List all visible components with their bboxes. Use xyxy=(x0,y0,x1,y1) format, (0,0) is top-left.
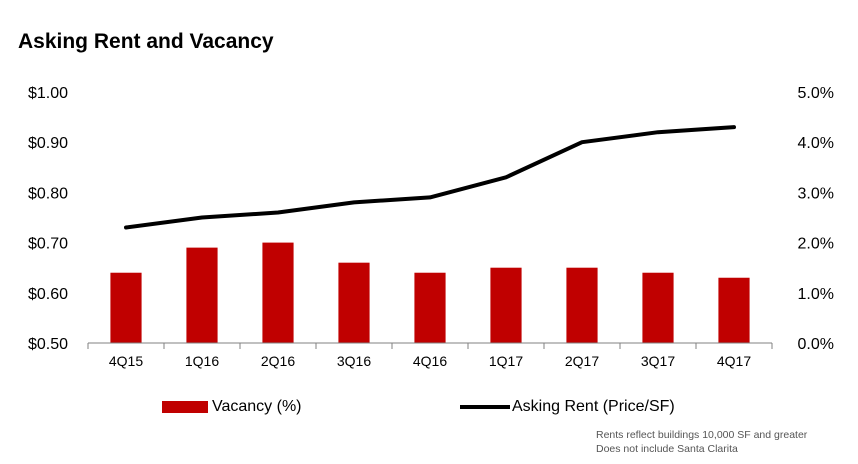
left-tick-label: $0.60 xyxy=(28,286,68,303)
right-tick-label: 3.0% xyxy=(798,185,834,202)
right-axis-ticks: 0.0% 1.0% 2.0% 3.0% 4.0% 5.0% xyxy=(798,85,834,353)
x-tick-label: 3Q16 xyxy=(337,353,371,369)
legend-rent-swatch xyxy=(460,405,510,409)
left-tick-label: $1.00 xyxy=(28,85,68,102)
legend-rent-label: Asking Rent (Price/SF) xyxy=(512,398,675,415)
vacancy-bar xyxy=(186,247,218,343)
left-tick-label: $0.70 xyxy=(28,236,68,253)
vacancy-bar xyxy=(718,277,750,343)
right-tick-label: 5.0% xyxy=(798,85,834,102)
x-tick-label: 2Q17 xyxy=(565,353,599,369)
right-tick-label: 0.0% xyxy=(798,336,834,353)
x-tick-label: 3Q17 xyxy=(641,353,675,369)
vacancy-bar xyxy=(338,262,370,343)
left-axis-ticks: $0.50 $0.60 $0.70 $0.80 $0.90 $1.00 xyxy=(28,85,68,353)
vacancy-bar xyxy=(642,272,674,343)
vacancy-bar xyxy=(414,272,446,343)
left-tick-label: $0.80 xyxy=(28,185,68,202)
vacancy-bar xyxy=(110,272,142,343)
right-tick-label: 1.0% xyxy=(798,286,834,303)
vacancy-bar xyxy=(490,267,522,343)
x-tick-label: 4Q15 xyxy=(109,353,143,369)
x-tick-label: 1Q17 xyxy=(489,353,523,369)
legend-rent: Asking Rent (Price/SF) xyxy=(460,398,675,416)
left-tick-label: $0.90 xyxy=(28,135,68,152)
x-tick-label: 4Q16 xyxy=(413,353,447,369)
footnote-line-1: Rents reflect buildings 10,000 SF and gr… xyxy=(596,429,808,441)
x-axis-ticks: 4Q15 1Q16 2Q16 3Q16 4Q16 1Q17 2Q17 3Q17 4Q17 xyxy=(87,343,773,369)
x-tick-label: 4Q17 xyxy=(717,353,751,369)
legend-vacancy: Vacancy (%) xyxy=(162,398,302,416)
chart-title: Asking Rent and Vacancy xyxy=(18,30,274,53)
footnote-line-2: Does not include Santa Clarita xyxy=(596,443,738,455)
vacancy-bar xyxy=(262,242,294,343)
right-tick-label: 4.0% xyxy=(798,135,834,152)
asking-rent-line xyxy=(124,125,736,230)
x-tick-label: 2Q16 xyxy=(261,353,295,369)
legend-vacancy-swatch xyxy=(162,401,208,413)
vacancy-bars xyxy=(110,242,750,343)
legend-vacancy-label: Vacancy (%) xyxy=(212,398,302,415)
left-tick-label: $0.50 xyxy=(28,336,68,353)
x-tick-label: 1Q16 xyxy=(185,353,219,369)
vacancy-bar xyxy=(566,267,598,343)
footnote: Rents reflect buildings 10,000 SF and gr… xyxy=(596,428,807,456)
right-tick-label: 2.0% xyxy=(798,236,834,253)
